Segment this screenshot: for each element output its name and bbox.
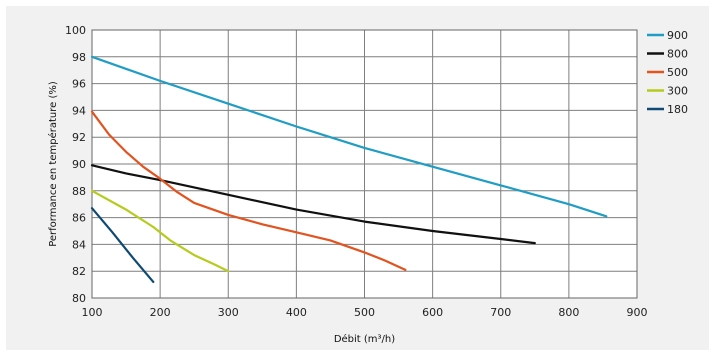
x-tick-label: 600	[422, 306, 443, 319]
legend-label-500: 500	[667, 66, 688, 79]
y-tick-label: 98	[72, 51, 86, 64]
legend-label-900: 900	[667, 29, 688, 42]
y-tick-label: 96	[72, 78, 86, 91]
y-tick-label: 80	[72, 292, 86, 305]
y-tick-label: 100	[65, 24, 86, 37]
y-tick-label: 92	[72, 131, 86, 144]
legend-label-800: 800	[667, 48, 688, 61]
y-tick-label: 88	[72, 185, 86, 198]
y-tick-label: 90	[72, 158, 86, 171]
x-tick-label: 700	[490, 306, 511, 319]
x-tick-label: 500	[354, 306, 375, 319]
y-axis-title: Performance en température (%)	[47, 81, 59, 247]
x-tick-label: 300	[218, 306, 239, 319]
y-tick-label: 94	[72, 104, 86, 117]
x-tick-label: 200	[150, 306, 171, 319]
x-axis-title: Débit (m³/h)	[334, 333, 395, 345]
legend-label-300: 300	[667, 85, 688, 98]
y-tick-label: 84	[72, 238, 86, 251]
x-tick-label: 100	[82, 306, 103, 319]
x-tick-label: 900	[627, 306, 648, 319]
x-tick-label: 800	[558, 306, 579, 319]
y-tick-label: 82	[72, 265, 86, 278]
y-tick-label: 86	[72, 212, 86, 225]
legend-label-180: 180	[667, 103, 688, 116]
x-tick-label: 400	[286, 306, 307, 319]
